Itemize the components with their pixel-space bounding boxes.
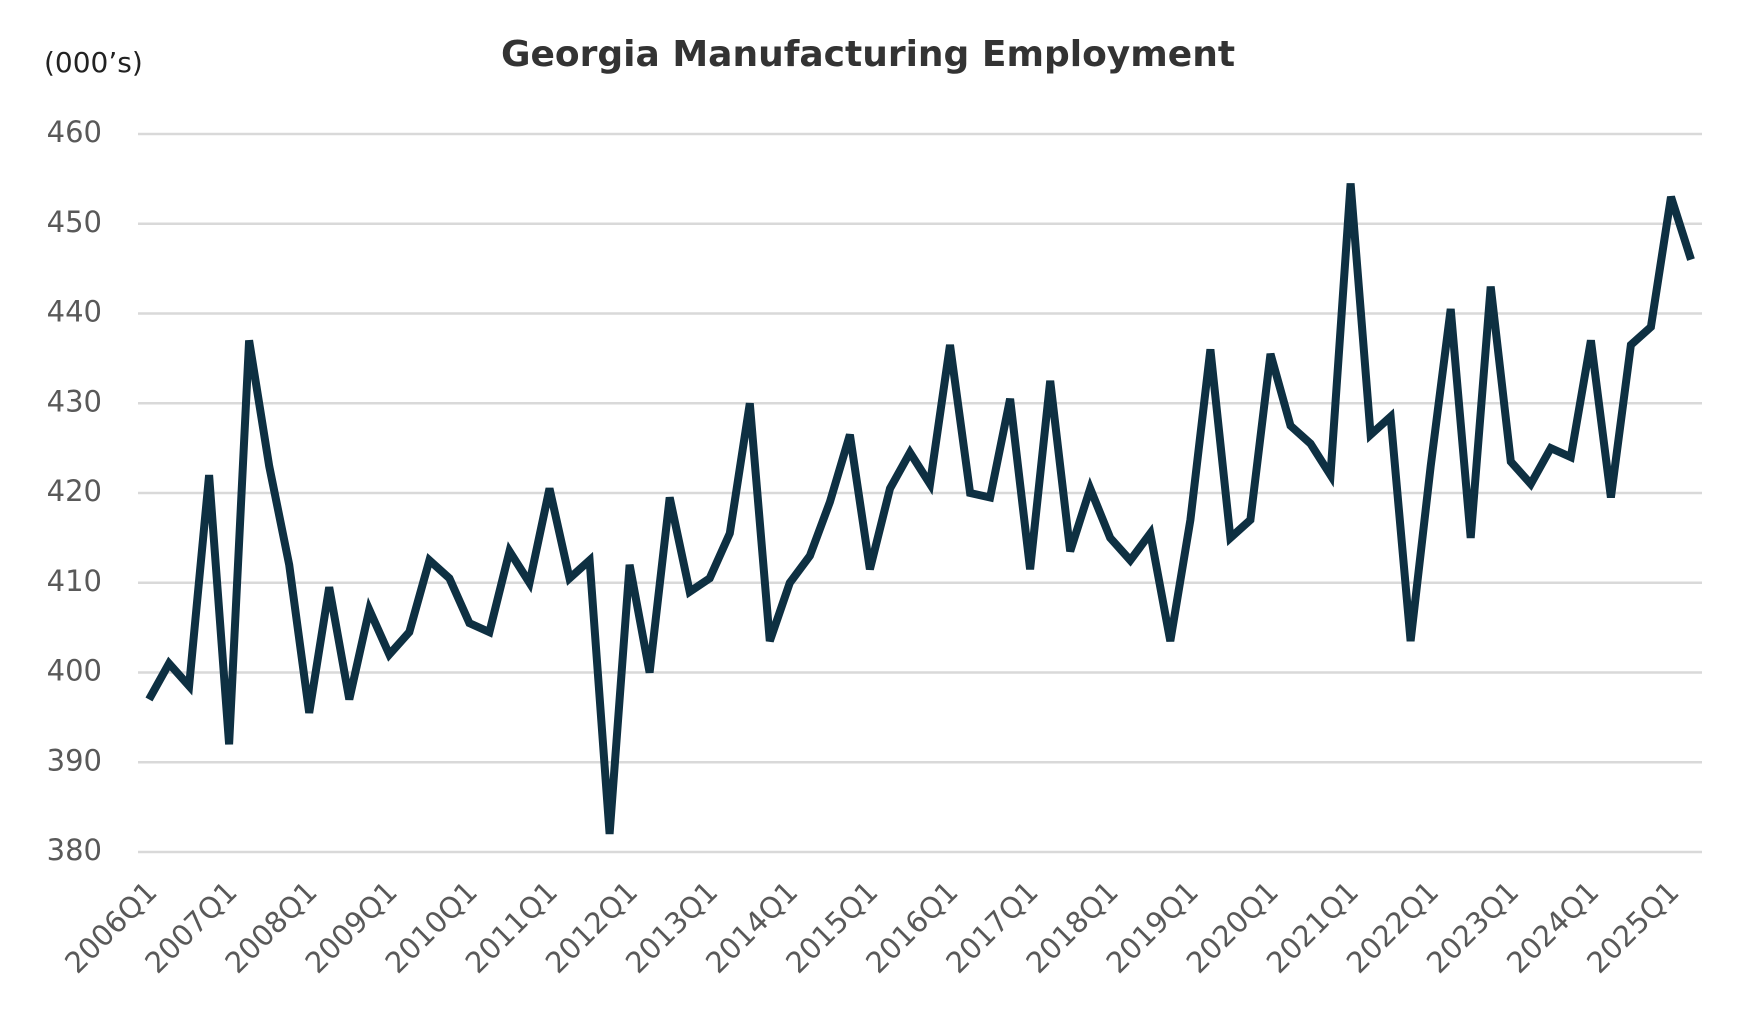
y-tick-label: 380 [47, 833, 102, 867]
y-tick-label: 410 [47, 564, 102, 598]
chart-title: Georgia Manufacturing Employment [501, 34, 1235, 75]
y-tick-label: 420 [47, 474, 102, 508]
y-tick-label: 390 [47, 743, 102, 777]
y-tick-label: 450 [47, 205, 102, 239]
y-tick-label: 460 [47, 115, 102, 149]
y-axis-label: (000’s) [44, 46, 143, 79]
y-tick-label: 440 [47, 295, 102, 329]
data-line [145, 183, 1695, 835]
y-tick-label: 430 [47, 384, 102, 418]
y-tick-label: 400 [47, 654, 102, 688]
